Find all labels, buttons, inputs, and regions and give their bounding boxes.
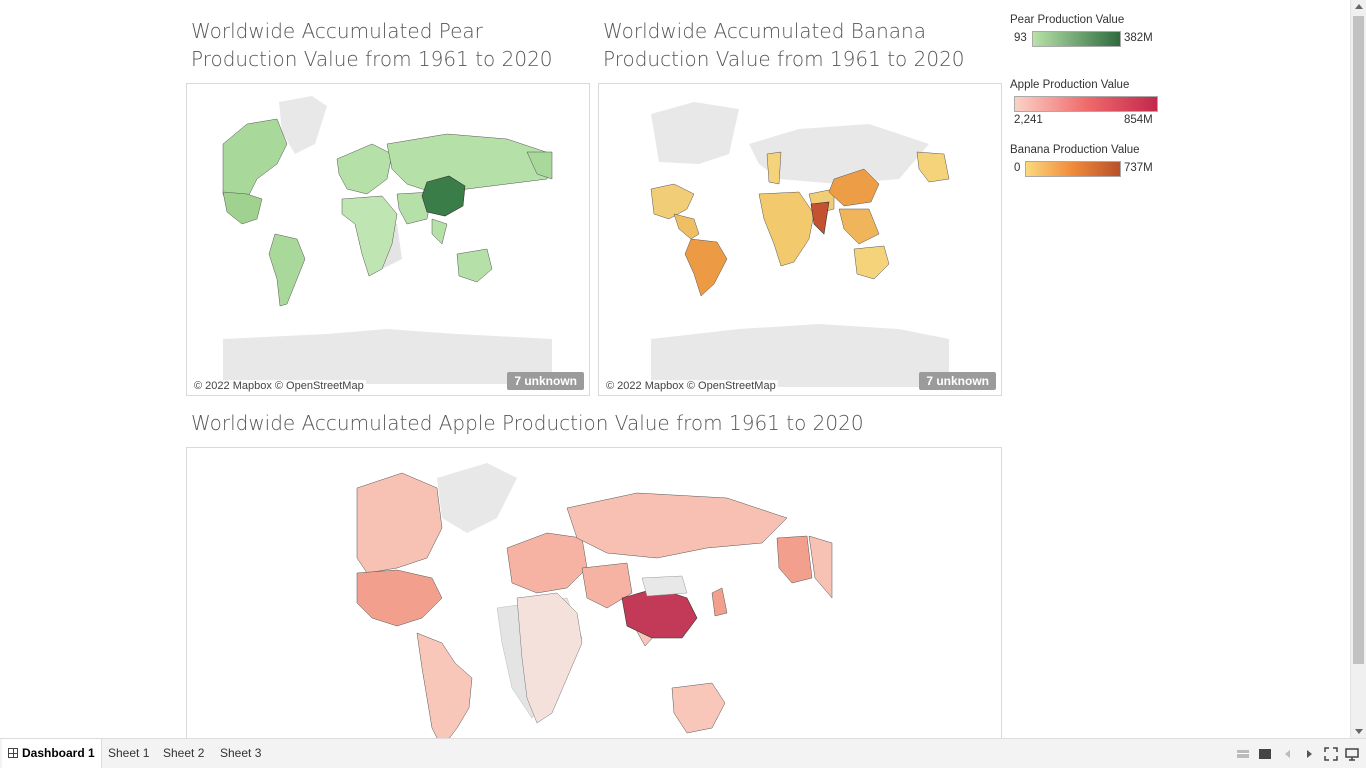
- apple-legend-gradient: [1014, 96, 1158, 112]
- apple-legend-max: 854M: [1124, 114, 1153, 126]
- banana-legend[interactable]: Banana Production Value 0 737M: [1010, 144, 1160, 179]
- pear-map-graphic: [222, 96, 553, 384]
- tab-dashboard-1[interactable]: Dashboard 1: [2, 739, 102, 768]
- filmstrip-icon[interactable]: [1258, 747, 1272, 761]
- vertical-scrollbar[interactable]: [1350, 0, 1366, 738]
- banana-legend-gradient: [1025, 161, 1121, 177]
- sheet-tab-bar: Dashboard 1 Sheet 1 Sheet 2 Sheet 3: [0, 738, 1366, 768]
- unknown-indicator[interactable]: 7 unknown: [919, 372, 996, 390]
- tab-label: Sheet 2: [163, 746, 205, 760]
- scroll-up-icon[interactable]: [1355, 4, 1363, 9]
- tab-label: Sheet 3: [220, 746, 262, 760]
- banana-legend-max: 737M: [1124, 162, 1153, 174]
- banana-map[interactable]: © 2022 Mapbox © OpenStreetMap 7 unknown: [598, 83, 1002, 396]
- map-credit[interactable]: © 2022 Mapbox © OpenStreetMap: [604, 380, 778, 392]
- apple-map[interactable]: [186, 447, 1002, 738]
- pear-legend-min: 93: [1014, 32, 1027, 44]
- tab-sheet-2[interactable]: Sheet 2: [157, 739, 210, 768]
- banana-legend-title: Banana Production Value: [1010, 144, 1140, 156]
- apple-map-title: Worldwide Accumulated Apple Production V…: [191, 411, 864, 435]
- dashboard-grid-icon: [8, 748, 18, 758]
- unknown-indicator[interactable]: 7 unknown: [507, 372, 584, 390]
- apple-map-graphic: [356, 463, 833, 738]
- show-sheets-icon[interactable]: [1236, 747, 1250, 761]
- dashboard-area: Worldwide Accumulated Pear Production Va…: [186, 14, 1160, 738]
- banana-map-title: Worldwide Accumulated Banana Production …: [603, 19, 965, 71]
- map-credit[interactable]: © 2022 Mapbox © OpenStreetMap: [192, 380, 366, 392]
- tab-label: Sheet 1: [108, 746, 150, 760]
- apple-legend[interactable]: Apple Production Value 2,241 854M: [1010, 79, 1160, 128]
- pear-map-title: Worldwide Accumulated Pear Production Va…: [191, 19, 553, 71]
- tab-sheet-3[interactable]: Sheet 3: [214, 739, 267, 768]
- banana-map-graphic: [650, 102, 950, 387]
- apple-legend-min: 2,241: [1014, 114, 1043, 126]
- pear-legend-gradient: [1032, 31, 1121, 47]
- pear-legend[interactable]: Pear Production Value 93 382M: [1010, 14, 1160, 49]
- presentation-icon[interactable]: [1345, 747, 1359, 761]
- scroll-thumb[interactable]: [1353, 16, 1364, 664]
- pear-legend-max: 382M: [1124, 32, 1153, 44]
- apple-legend-title: Apple Production Value: [1010, 79, 1130, 91]
- next-sheet-icon[interactable]: [1302, 747, 1316, 761]
- banana-legend-min: 0: [1014, 162, 1021, 174]
- pear-legend-title: Pear Production Value: [1010, 14, 1125, 26]
- tab-sheet-1[interactable]: Sheet 1: [102, 739, 155, 768]
- pear-map[interactable]: © 2022 Mapbox © OpenStreetMap 7 unknown: [186, 83, 590, 396]
- scroll-down-icon[interactable]: [1355, 729, 1363, 734]
- tab-label: Dashboard 1: [22, 746, 95, 760]
- prev-sheet-icon[interactable]: [1281, 747, 1295, 761]
- fullscreen-icon[interactable]: [1324, 747, 1338, 761]
